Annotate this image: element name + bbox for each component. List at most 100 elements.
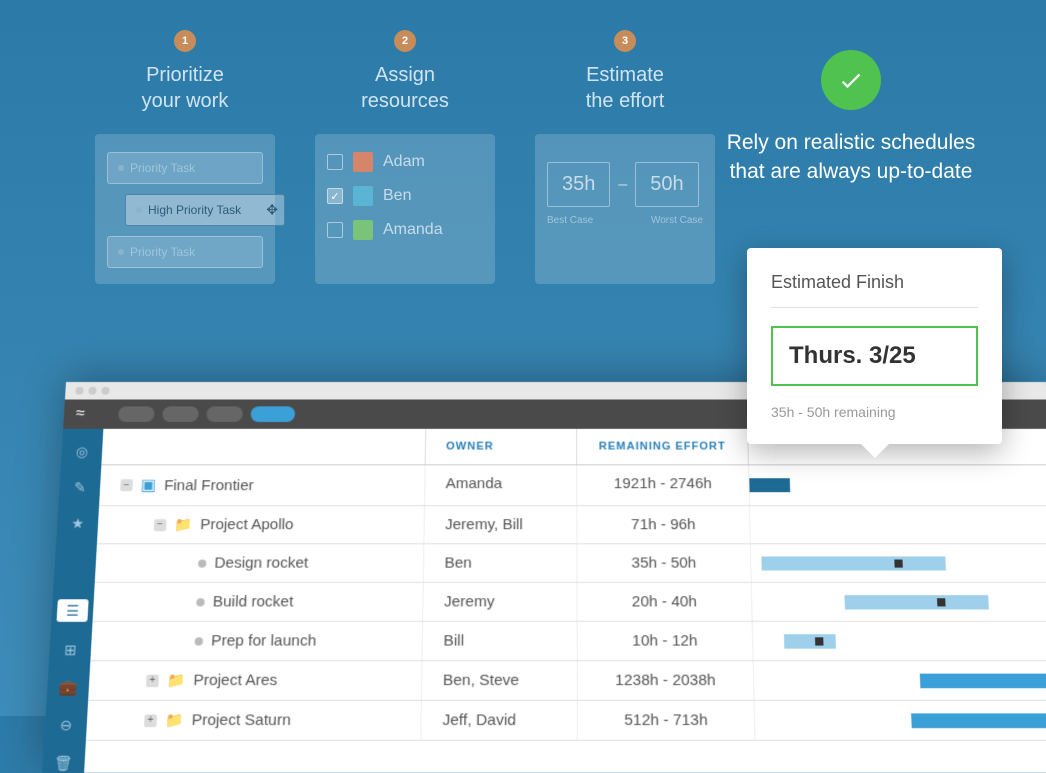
cube-icon: ▣ [140,475,156,495]
cell-owner: Jeremy [422,583,576,621]
cell-name[interactable]: Design rocket [95,544,424,582]
cell-gantt [752,622,1046,660]
cell-gantt [754,701,1046,740]
step-badge-3: 3 [614,30,636,52]
table-row[interactable]: Design rocketBen35h - 50h [95,544,1046,583]
step-title-3: Estimate the effort [586,62,665,114]
step-assign: 2 Assign resources Adam ✓ Ben Amanda [315,30,495,284]
step-title-1: Prioritize your work [142,62,229,114]
cell-effort: 20h - 40h [577,583,752,621]
app-body: ◎ ✎ ★ ☰ ⊞ 💼 ⊖ 🗑 OWNER REMAINING EFFORT −… [42,429,1046,773]
minus-circle-icon[interactable]: ⊖ [56,716,76,735]
worst-case-input[interactable]: 50h [635,162,698,207]
cell-gantt [750,544,1046,582]
col-header-effort[interactable]: REMAINING EFFORT [576,429,748,464]
table-row[interactable]: +📁Project AresBen, Steve1238h - 2038h [88,661,1046,701]
col-header-owner[interactable]: OWNER [425,429,577,464]
checkbox-icon[interactable] [327,154,343,170]
target-icon[interactable]: ◎ [72,443,91,461]
gantt-bar[interactable] [784,634,836,648]
cell-name[interactable]: +📁Project Ares [88,661,421,700]
trash-icon[interactable]: 🗑 [54,754,74,773]
cell-name[interactable]: Prep for launch [90,622,422,660]
step-prioritize: 1 Prioritize your work Priority Task Hig… [95,30,275,284]
collapse-icon[interactable]: − [154,519,167,531]
cell-owner: Jeff, David [420,701,577,740]
task-label: Priority Task [130,245,195,259]
move-icon: ✥ [266,202,278,219]
briefcase-icon[interactable]: 💼 [58,678,78,697]
estimated-finish-popover: Estimated Finish Thurs. 3/25 35h - 50h r… [747,248,1002,444]
toolbar-button[interactable] [162,406,199,422]
star-icon[interactable]: ★ [68,514,87,532]
gantt-bar[interactable] [749,478,790,492]
table-row[interactable]: Prep for launchBill10h - 12h [90,622,1046,661]
table-row[interactable]: +📁Project SaturnJeff, David512h - 713h [86,701,1046,741]
cell-name[interactable]: −▣ Final Frontier [99,465,425,505]
toolbar-button[interactable] [118,406,155,422]
row-name: Design rocket [214,554,308,571]
table-row[interactable]: −📁Project ApolloJeremy, Bill71h - 96h [97,506,1046,544]
cell-gantt [749,506,1046,543]
popover-date: Thurs. 3/25 [771,326,978,386]
row-name: Final Frontier [164,477,254,494]
expand-icon[interactable]: + [146,674,159,687]
task-dot-icon [136,207,142,213]
checkbox-icon[interactable] [327,222,343,238]
resource-name: Adam [383,153,425,171]
toolbar-button-active[interactable] [250,406,295,422]
toolbar-button[interactable] [206,406,243,422]
row-name: Project Ares [193,672,278,690]
cell-effort: 1238h - 2038h [577,661,754,700]
table-row[interactable]: −▣Final FrontierAmanda1921h - 2746h [99,465,1046,506]
resource-row[interactable]: ✓ Ben [327,186,483,206]
avatar-icon [353,220,373,240]
cell-gantt [748,465,1046,505]
best-case-input[interactable]: 35h [547,162,610,207]
pencil-icon[interactable]: ✎ [70,478,89,496]
resource-name: Amanda [383,221,443,239]
checkbox-checked-icon[interactable]: ✓ [327,188,343,204]
collapse-icon[interactable]: − [120,479,133,491]
traffic-light-icon[interactable] [101,387,109,395]
prioritize-card: Priority Task High Priority Task ✥ Priori… [95,134,275,284]
app-logo-icon[interactable]: ≈ [76,405,86,423]
grid-icon[interactable]: ⊞ [60,640,80,659]
cell-name[interactable]: +📁Project Saturn [86,701,421,740]
content-area: OWNER REMAINING EFFORT −▣Final FrontierA… [84,429,1046,773]
row-name: Build rocket [212,593,293,610]
avatar-icon [353,152,373,172]
cell-owner: Amanda [424,465,576,505]
gantt-marker-icon[interactable] [894,559,903,567]
gantt-marker-icon[interactable] [815,637,824,645]
cell-name[interactable]: −📁Project Apollo [97,506,424,543]
table-row[interactable]: Build rocket Jeremy20h - 40h [93,583,1046,622]
task-dot-icon [196,598,205,606]
traffic-light-icon[interactable] [88,387,96,395]
resource-name: Ben [383,187,411,205]
task-label: High Priority Task [148,203,241,217]
gantt-bar[interactable] [844,595,988,609]
folder-icon: 📁 [174,516,193,533]
col-header-name [101,429,425,464]
task-chip-highlighted[interactable]: High Priority Task ✥ [125,194,285,226]
task-chip[interactable]: Priority Task [107,236,263,268]
gantt-bar[interactable] [920,673,1046,688]
gantt-bar[interactable] [761,556,946,570]
popover-remaining: 35h - 50h remaining [771,404,978,420]
cell-name[interactable]: Build rocket [93,583,423,621]
step-estimate: 3 Estimate the effort 35h – 50h Best Cas… [535,30,715,284]
list-active-icon[interactable]: ☰ [56,599,88,622]
dash-icon: – [618,176,627,194]
task-chip[interactable]: Priority Task [107,152,263,184]
step-title-2: Assign resources [361,62,449,114]
resource-row[interactable]: Adam [327,152,483,172]
cell-gantt [753,661,1046,700]
divider [771,307,978,308]
cell-gantt [751,583,1046,621]
traffic-light-icon[interactable] [75,387,83,395]
task-label: Priority Task [130,161,195,175]
resource-row[interactable]: Amanda [327,220,483,240]
gantt-bar[interactable] [911,713,1046,728]
gantt-marker-icon[interactable] [937,598,946,606]
